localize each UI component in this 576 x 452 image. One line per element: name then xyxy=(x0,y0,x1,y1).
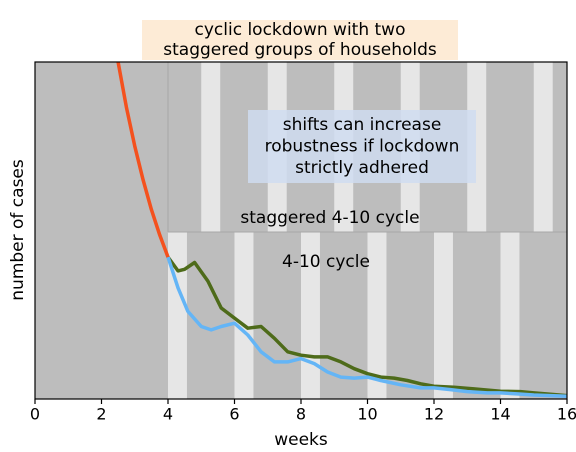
title-box xyxy=(142,20,458,60)
y-axis-label: number of cases xyxy=(8,159,28,301)
x-tick-label: 16 xyxy=(557,405,576,424)
cycle-open-period xyxy=(434,232,453,399)
x-tick-label: 0 xyxy=(30,405,40,424)
x-tick-label: 14 xyxy=(490,405,510,424)
region-label: 4-10 cycle xyxy=(282,252,370,272)
series-line xyxy=(166,256,567,398)
x-tick-label: 10 xyxy=(357,405,377,424)
x-tick-label: 6 xyxy=(229,405,239,424)
chart-title: staggered groups of households xyxy=(163,40,437,60)
x-tick-label: 12 xyxy=(424,405,444,424)
x-tick-label: 4 xyxy=(163,405,173,424)
staggered-open-period xyxy=(533,62,553,232)
x-tick-label: 2 xyxy=(96,405,106,424)
staggered-open-period xyxy=(201,62,221,232)
region-label: staggered 4-10 cycle xyxy=(240,208,419,228)
annotation-box xyxy=(248,110,476,183)
cycle-open-period xyxy=(168,232,187,399)
cycle-open-period xyxy=(234,232,254,399)
x-axis-label: weeks xyxy=(274,430,328,450)
annotation: shifts can increase xyxy=(283,115,442,135)
series-line xyxy=(116,62,170,258)
cycle-open-period xyxy=(367,232,387,399)
annotation: robustness if lockdown xyxy=(265,137,460,157)
chart-title: cyclic lockdown with two xyxy=(195,20,406,40)
staggered-open-period xyxy=(467,62,487,232)
series-line xyxy=(166,256,567,399)
x-tick-label: 8 xyxy=(296,405,306,424)
cycle-open-period xyxy=(500,232,520,399)
annotation: strictly adhered xyxy=(295,158,429,178)
